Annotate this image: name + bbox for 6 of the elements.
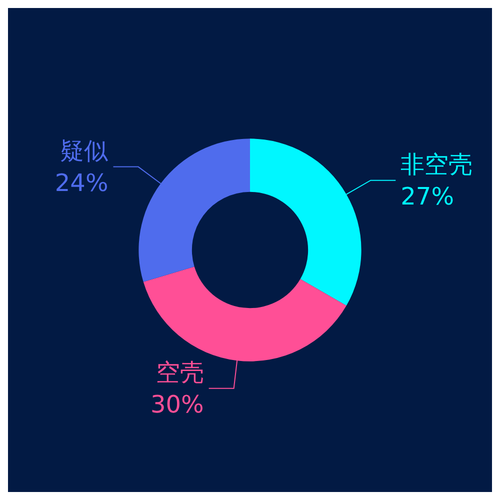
data-label: 27%: [400, 182, 454, 210]
slice-label: 疑似: [60, 136, 110, 165]
slice-label: 空壳: [156, 358, 204, 386]
slice-label: 非空壳: [400, 150, 473, 178]
data-label: 24%: [54, 168, 108, 197]
data-label: 30%: [150, 390, 204, 418]
